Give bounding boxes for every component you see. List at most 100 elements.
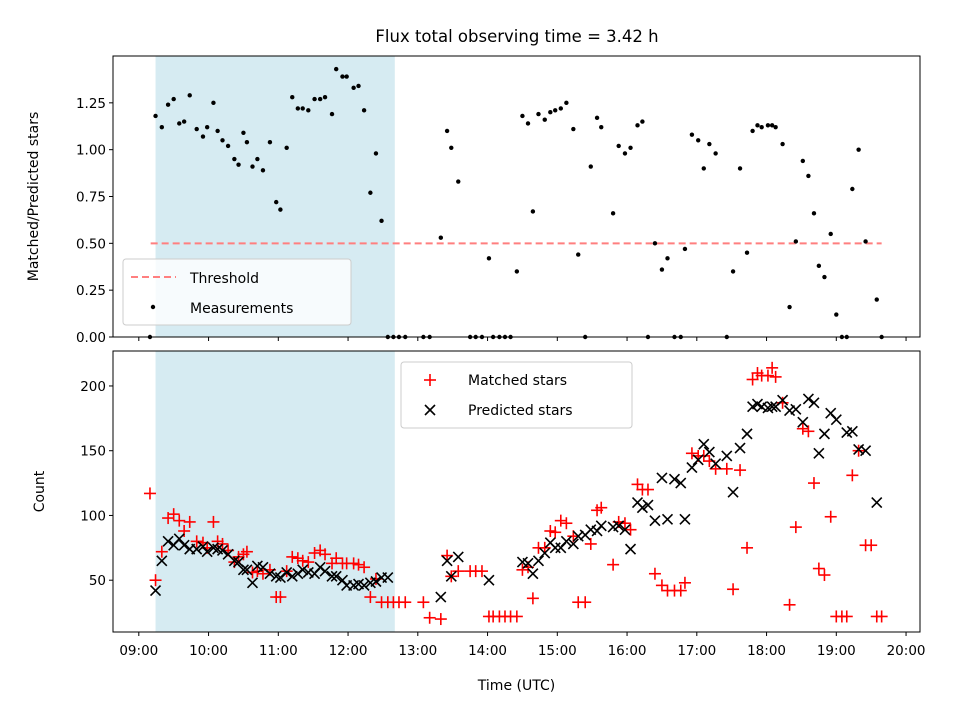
legend-predicted-swatch xyxy=(424,404,436,416)
matched-stars-point xyxy=(286,550,299,563)
matched-stars-point xyxy=(417,596,430,609)
x-tick-label: 17:00 xyxy=(677,643,716,659)
matched-stars-point xyxy=(173,514,186,527)
matched-stars-point xyxy=(330,552,343,565)
measurement-point xyxy=(241,130,246,136)
top-legend: Threshold Measurements xyxy=(122,258,352,326)
predicted-stars-point xyxy=(656,472,668,484)
matched-stars-point xyxy=(358,561,371,574)
predicted-stars-point xyxy=(679,513,691,525)
measurement-point xyxy=(340,74,345,79)
matched-stars-point xyxy=(641,483,654,496)
matched-stars-point xyxy=(812,562,825,575)
matched-stars-point xyxy=(796,422,809,435)
predicted-stars-point xyxy=(613,520,625,532)
measurement-point xyxy=(780,141,785,147)
matched-stars-point xyxy=(352,558,365,571)
measurement-point xyxy=(828,231,833,237)
predicted-stars-point xyxy=(207,542,220,554)
x-tick-label: 14:00 xyxy=(468,643,507,659)
x-tick-label: 16:00 xyxy=(608,643,647,659)
matched-stars-point xyxy=(746,373,759,386)
legend-measurements-label: Measurements xyxy=(190,301,293,317)
matched-stars-point xyxy=(734,464,747,477)
predicted-stars-point xyxy=(358,579,370,591)
predicted-stars-point xyxy=(721,450,733,462)
matched-stars-point xyxy=(631,478,644,491)
measurement-point xyxy=(542,117,547,122)
predicted-stars-point xyxy=(191,543,203,555)
predicted-stars-point xyxy=(846,425,858,437)
matched-stars-point xyxy=(852,444,865,457)
bottom-y-tick-label: 50 xyxy=(89,573,106,589)
top-y-tick-label: 0.75 xyxy=(76,190,106,206)
measurement-point xyxy=(329,111,335,117)
matched-stars-point xyxy=(155,545,168,558)
bottom-y-tick-label: 150 xyxy=(80,444,106,460)
measurement-point xyxy=(834,312,839,317)
bottom-legend: Matched stars Predicted stars xyxy=(400,361,633,429)
predicted-stars-point xyxy=(228,555,240,567)
measurement-point xyxy=(564,100,569,106)
matched-stars-point xyxy=(655,579,668,592)
top-legend-box xyxy=(122,258,352,326)
measurement-point xyxy=(322,95,328,100)
top-panel: 0.00 0.25 0.50 0.75 1.00 1.25 Matched/Predict… xyxy=(26,55,921,346)
measurement-point xyxy=(290,95,295,100)
measurement-point xyxy=(744,250,750,255)
measurement-point xyxy=(260,168,266,173)
matched-stars-point xyxy=(709,462,722,475)
legend-measurements-swatch xyxy=(150,304,156,310)
legend-threshold-label: Threshold xyxy=(189,271,259,287)
predicted-stars-point xyxy=(766,401,778,413)
predicted-stars-point xyxy=(162,535,174,547)
measurement-point xyxy=(863,239,868,244)
measurement-point xyxy=(486,256,492,261)
x-tick-label: 11:00 xyxy=(259,643,298,659)
matched-stars-point xyxy=(291,552,304,565)
measurement-point xyxy=(171,96,176,102)
matched-stars-point xyxy=(761,369,774,382)
measurement-point xyxy=(255,156,260,162)
measurement-point xyxy=(444,128,450,134)
measurement-point xyxy=(737,166,743,171)
measurement-point xyxy=(187,93,192,98)
predicted-stars-point xyxy=(527,568,539,580)
measurement-point xyxy=(520,113,525,119)
measurement-point xyxy=(793,239,799,244)
predicted-stars-point xyxy=(871,496,883,509)
measurement-point xyxy=(571,126,576,132)
matched-stars-point xyxy=(256,567,269,580)
matched-stars-point xyxy=(308,547,321,560)
matched-stars-point xyxy=(190,535,203,548)
predicted-stars-point xyxy=(483,574,495,586)
predicted-stars-point xyxy=(636,502,648,514)
predicted-stars-point xyxy=(297,564,309,576)
measurement-point xyxy=(250,164,255,169)
measurement-point xyxy=(181,119,187,124)
matched-stars-point xyxy=(207,515,220,528)
matched-stars-point xyxy=(319,548,332,561)
predicted-stars-point xyxy=(790,403,802,415)
legend-matched-swatch xyxy=(424,374,436,386)
measurement-point xyxy=(622,151,628,156)
measurement-point xyxy=(215,128,220,134)
matched-stars-point xyxy=(423,611,436,624)
measurement-point xyxy=(816,263,822,269)
predicted-stars-point xyxy=(668,473,681,485)
x-tick-label: 20:00 xyxy=(887,643,926,659)
measurement-point xyxy=(755,123,760,128)
measurement-point xyxy=(874,297,879,302)
matched-stars-point xyxy=(280,565,293,578)
measurement-point xyxy=(599,124,604,130)
measurement-point xyxy=(548,110,553,115)
matched-stars-point xyxy=(818,569,831,582)
measurement-point xyxy=(373,151,379,156)
measurement-point xyxy=(759,124,764,130)
measurement-point xyxy=(525,121,531,126)
x-tick-label: 09:00 xyxy=(119,643,158,659)
matched-stars-point xyxy=(824,510,837,523)
predicted-stars-point xyxy=(686,461,698,474)
predicted-stars-point xyxy=(539,547,551,559)
predicted-stars-point xyxy=(698,438,710,450)
